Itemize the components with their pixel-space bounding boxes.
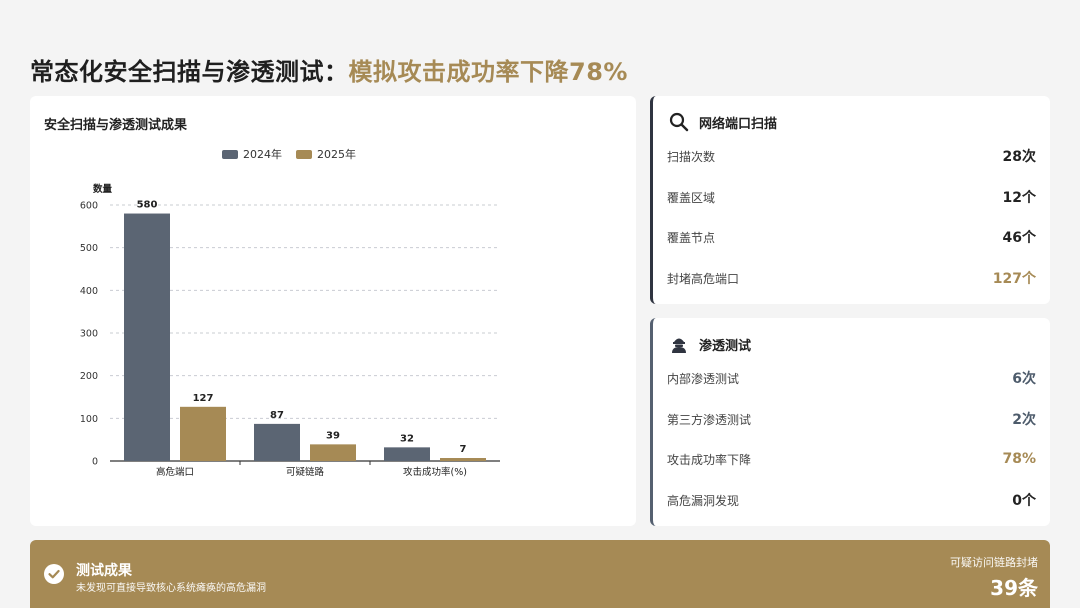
pen-row-value: 0个: [1012, 493, 1036, 509]
port-scan-header: 网络端口扫描: [669, 112, 777, 132]
pen-row-label: 内部渗透测试: [667, 371, 740, 386]
bar-value-label: 7: [460, 444, 467, 455]
scan-row: 封堵高危端口 127个: [667, 268, 1036, 288]
chart-card: 安全扫描与渗透测试成果 2024年 2025年 0 100 200 300 400 500…: [30, 96, 636, 526]
pen-row-value: 6次: [1012, 371, 1036, 387]
bar-value-label: 32: [400, 433, 414, 444]
legend-swatch-2025: [296, 149, 312, 159]
search-icon: [669, 112, 689, 132]
y-axis-label: 数量: [92, 183, 113, 195]
page-title: 常态化安全扫描与渗透测试：模拟攻击成功率下降78%: [30, 52, 628, 87]
pen-row-value: 2次: [1012, 412, 1036, 428]
x-tick-label: 高危端口: [156, 466, 194, 478]
legend-label-2024: 2024年: [243, 148, 282, 161]
bar-2024: [124, 213, 170, 461]
y-tick-label: 600: [80, 201, 98, 212]
x-tick-label: 可疑链路: [286, 466, 325, 478]
pen-row-value: 78%: [1002, 451, 1036, 467]
pen-test-title: 渗透测试: [699, 338, 752, 354]
banner-subtitle: 未发现可直接导致核心系统瘫痪的高危漏洞: [76, 583, 266, 594]
scan-row-value: 28次: [1002, 149, 1036, 165]
scan-row-value: 12个: [1002, 190, 1036, 206]
pen-row-label: 攻击成功率下降: [667, 452, 752, 467]
scan-row: 覆盖节点 46个: [667, 227, 1036, 247]
chart-title: 安全扫描与渗透测试成果: [44, 118, 188, 133]
scan-row-label: 覆盖区域: [667, 190, 716, 205]
scan-row-value: 46个: [1002, 230, 1036, 246]
port-scan-panel: 网络端口扫描 扫描次数 28次 覆盖区域 12个 覆盖节点 46个 封堵高危端口…: [650, 96, 1050, 304]
pen-row: 内部渗透测试 6次: [667, 368, 1036, 388]
pen-row: 高危漏洞发现 0个: [667, 490, 1036, 510]
pen-test-panel: 渗透测试 内部渗透测试 6次 第三方渗透测试 2次 攻击成功率下降 78% 高危…: [650, 318, 1050, 526]
legend-item-2025[interactable]: 2025年: [296, 146, 356, 162]
bar-2025: [180, 406, 226, 461]
page-title-main: 常态化安全扫描与渗透测试：: [30, 58, 349, 86]
legend-item-2024[interactable]: 2024年: [222, 146, 282, 162]
pen-test-header: 渗透测试: [669, 334, 751, 354]
page-title-accent: 模拟攻击成功率下降78%: [348, 58, 628, 86]
port-scan-title: 网络端口扫描: [699, 116, 778, 132]
bar-chart: 0 100 200 300 400 500 600 数量 580 127 高危端口 87 39 可疑链路 3…: [80, 183, 500, 478]
bar-2024: [254, 423, 300, 461]
scan-row: 扫描次数 28次: [667, 146, 1036, 166]
y-tick-label: 200: [80, 371, 98, 382]
legend-label-2025: 2025年: [317, 148, 356, 161]
check-circle-icon: [44, 564, 64, 584]
pen-row-label: 高危漏洞发现: [667, 493, 740, 508]
bar-2025: [310, 444, 356, 461]
y-tick-label: 400: [80, 286, 98, 297]
bar-value-label: 580: [137, 200, 158, 211]
bar-value-label: 87: [270, 410, 284, 421]
banner-title: 测试成果: [76, 563, 132, 579]
scan-row-label: 覆盖节点: [667, 230, 716, 245]
scan-row-label: 扫描次数: [667, 149, 716, 164]
y-tick-label: 0: [92, 457, 98, 468]
bar-2024: [384, 447, 430, 461]
bar-value-label: 127: [193, 393, 214, 404]
bar-2025: [440, 458, 486, 461]
scan-row: 覆盖区域 12个: [667, 187, 1036, 207]
pen-row: 第三方渗透测试 2次: [667, 409, 1036, 429]
pen-row: 攻击成功率下降 78%: [667, 449, 1036, 469]
chart-legend: 2024年 2025年: [222, 146, 356, 162]
y-tick-label: 500: [80, 243, 98, 254]
pen-row-label: 第三方渗透测试: [667, 412, 752, 427]
banner-stat-value: 39条: [990, 576, 1038, 600]
hacker-icon: [672, 338, 686, 353]
result-banner: 测试成果 未发现可直接导致核心系统瘫痪的高危漏洞 可疑访问链路封堵 39条: [30, 540, 1050, 608]
bar-value-label: 39: [326, 430, 340, 441]
scan-row-value: 127个: [992, 271, 1036, 287]
y-tick-label: 100: [80, 414, 98, 425]
scan-row-label: 封堵高危端口: [667, 271, 740, 286]
y-tick-label: 300: [80, 329, 98, 340]
legend-swatch-2024: [222, 149, 238, 159]
x-tick-label: 攻击成功率(%): [403, 466, 467, 478]
banner-stat-label: 可疑访问链路封堵: [950, 556, 1038, 569]
